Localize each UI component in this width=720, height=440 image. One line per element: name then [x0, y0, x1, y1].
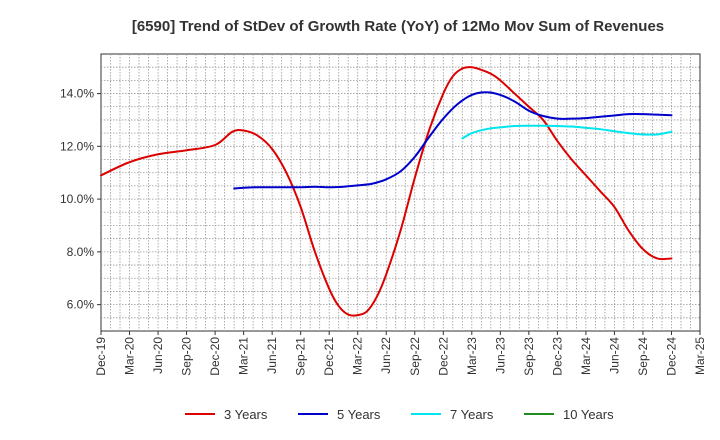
plot-area: 6.0% 8.0% 10.0% 12.0% 14.0% Dec-19 Mar-20 Jun-2…	[60, 53, 707, 376]
x-tick-label: Dec-19	[94, 337, 108, 376]
series-line-3-years	[100, 66, 673, 317]
legend-label-3-years: 3 Years	[224, 407, 268, 422]
x-tick-label: Jun-24	[607, 337, 621, 374]
x-tick-label: Dec-23	[550, 337, 564, 376]
y-tick-label: 10.0%	[60, 192, 94, 206]
x-tick-label: Mar-22	[351, 337, 365, 375]
y-tick-label: 6.0%	[67, 298, 95, 312]
chart-title: [6590] Trend of StDev of Growth Rate (Yo…	[132, 18, 664, 35]
x-tick-label: Sep-21	[294, 337, 308, 376]
series-line-5-years	[233, 91, 673, 190]
x-tick-label: Jun-22	[379, 337, 393, 374]
legend-label-7-years: 7 Years	[450, 407, 494, 422]
x-tick-label: Mar-25	[693, 337, 707, 375]
y-tick-label: 8.0%	[67, 245, 95, 259]
x-tick-label: Dec-22	[436, 337, 450, 376]
x-tick-label: Dec-21	[322, 337, 336, 376]
x-tick-label: Dec-24	[664, 337, 678, 376]
legend-label-10-years: 10 Years	[563, 407, 614, 422]
x-tick-label: Sep-20	[180, 337, 194, 376]
x-tick-label: Sep-24	[636, 337, 650, 376]
x-tick-label: Mar-20	[123, 337, 137, 375]
legend: 3 Years 5 Years 7 Years 10 Years	[185, 407, 614, 422]
series-line-7-years	[461, 124, 673, 140]
x-tick-label: Mar-24	[579, 337, 593, 375]
plot-frame	[100, 53, 701, 332]
x-tick-label: Jun-23	[493, 337, 507, 374]
x-tick-label: Sep-22	[408, 337, 422, 376]
x-tick-label: Jun-21	[265, 337, 279, 374]
x-tick-label: Jun-20	[151, 337, 165, 374]
x-tick-label: Dec-20	[208, 337, 222, 376]
x-tick-label: Mar-23	[465, 337, 479, 375]
y-tick-label: 14.0%	[60, 87, 94, 101]
x-tick-label: Mar-21	[237, 337, 251, 375]
legend-label-5-years: 5 Years	[337, 407, 381, 422]
x-tick-label: Sep-23	[522, 337, 536, 376]
y-tick-label: 12.0%	[60, 139, 94, 153]
